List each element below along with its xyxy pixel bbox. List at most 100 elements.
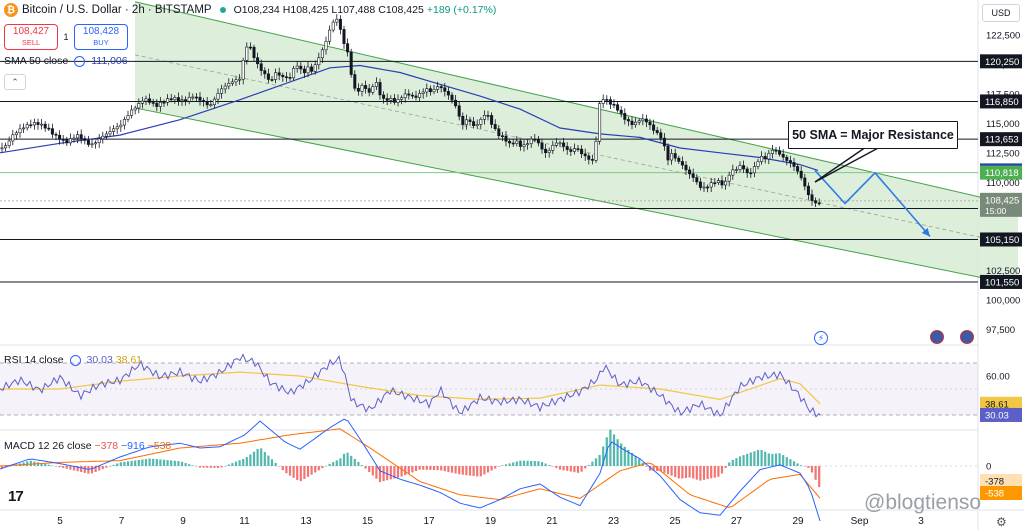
macd-histogram-bar	[630, 452, 634, 466]
lightning-event-icon[interactable]: ⚡	[814, 331, 828, 345]
macd-histogram-bar	[767, 453, 770, 466]
candle-body	[720, 180, 724, 186]
macd-histogram-bar	[533, 461, 536, 466]
macd-histogram-bar	[512, 462, 515, 466]
candle-body	[594, 140, 598, 161]
macd-histogram-bar	[65, 466, 68, 469]
gear-icon[interactable]: ⚙	[996, 515, 1007, 529]
macd-histogram-bar	[209, 466, 212, 468]
macd-histogram-bar	[188, 464, 191, 466]
candle-body	[702, 186, 706, 189]
us-flag-event-icon[interactable]	[930, 330, 944, 344]
candle-body	[544, 148, 548, 153]
candle-body	[511, 142, 515, 145]
macd-histogram-bar	[713, 466, 716, 478]
candle-body	[248, 46, 252, 49]
candle-body	[536, 139, 540, 144]
macd-histogram-bar	[116, 463, 119, 466]
macd-histogram-bar	[760, 449, 763, 466]
candle-body	[421, 91, 425, 94]
macd-histogram-bar	[569, 466, 572, 472]
macd-histogram-bar	[87, 466, 90, 474]
buy-button[interactable]: 108,428 BUY	[74, 24, 128, 50]
candle-body	[140, 100, 144, 104]
macd-histogram-bar	[778, 453, 781, 466]
candle-body	[547, 150, 551, 153]
candle-body	[184, 99, 188, 102]
candle-body	[79, 134, 83, 139]
candle-body	[724, 180, 728, 186]
macd-histogram-bar	[738, 456, 742, 466]
rsi-tick-label: 60.00	[986, 372, 1010, 383]
macd-histogram-bar	[134, 460, 137, 466]
candle-body	[763, 156, 767, 160]
macd-histogram-bar	[263, 451, 266, 466]
callout-pointer	[814, 146, 881, 183]
candle-body	[482, 115, 486, 120]
macd-histogram-bar	[256, 448, 259, 466]
candle-body	[662, 137, 666, 147]
candle-body	[731, 169, 735, 176]
candle-body	[612, 103, 616, 106]
time-tick-label: 29	[792, 516, 804, 527]
currency-selector[interactable]: USD	[982, 4, 1020, 22]
sell-button[interactable]: 108,427 SELL	[4, 24, 58, 50]
macd-histogram-bar	[558, 466, 562, 470]
macd-histogram-bar	[461, 466, 464, 475]
candle-body	[299, 65, 303, 70]
macd-legend-v2: −916	[121, 440, 145, 452]
candle-body	[551, 144, 555, 151]
macd-histogram-bar	[566, 466, 569, 471]
candle-body	[796, 166, 800, 172]
macd-histogram-bar	[450, 466, 454, 473]
macd-histogram-bar	[364, 466, 367, 469]
macd-histogram-bar	[26, 461, 29, 466]
candle-body	[526, 143, 530, 146]
rsi-legend[interactable]: RSI 14 close 30.03 38.61	[4, 354, 142, 366]
macd-histogram-bar	[792, 461, 796, 466]
candle-body	[493, 124, 497, 130]
candle-body	[439, 86, 443, 89]
macd-histogram-bar	[108, 466, 112, 467]
candle-body	[666, 145, 670, 161]
candle-body	[583, 153, 587, 157]
macd-histogram-bar	[440, 466, 443, 471]
macd-histogram-bar	[119, 462, 122, 466]
candle-body	[457, 105, 461, 117]
macd-histogram-bar	[443, 466, 446, 472]
price-tag	[980, 192, 1022, 217]
candle-body	[767, 153, 771, 160]
settings-icon[interactable]	[69, 354, 81, 366]
macd-histogram-bar	[479, 466, 482, 477]
candle-body	[446, 91, 450, 96]
candle-body	[36, 122, 40, 125]
candle-body	[328, 29, 332, 42]
candle-body	[115, 126, 119, 130]
candle-body	[220, 88, 224, 94]
settings-icon[interactable]	[74, 55, 86, 67]
macd-legend[interactable]: MACD 12 26 close −378 −916 −538	[4, 440, 171, 452]
candle-body	[608, 99, 612, 105]
macd-histogram-bar	[184, 462, 187, 466]
macd-histogram-bar	[620, 443, 623, 466]
candle-body	[216, 93, 220, 100]
rsi-value-tag	[980, 396, 1022, 411]
candle-body	[97, 138, 101, 144]
symbol-title[interactable]: Bitcoin / U.S. Dollar · 2h · BITSTAMP	[22, 4, 212, 16]
macd-histogram-bar	[72, 466, 76, 471]
candle-body	[486, 115, 490, 117]
candle-body	[7, 140, 11, 146]
macd-histogram-bar	[213, 466, 216, 468]
us-flag-event-icon[interactable]	[960, 330, 974, 344]
macd-histogram-bar	[94, 466, 97, 472]
candle-body	[187, 96, 191, 102]
candle-body	[677, 157, 681, 162]
annotation-callout[interactable]: 50 SMA = Major Resistance	[788, 121, 958, 149]
sma-legend[interactable]: SMA 50 close 111,006	[4, 55, 128, 67]
macd-histogram-bar	[411, 466, 414, 473]
macd-histogram-bar	[645, 466, 648, 467]
collapse-legend-button[interactable]: ⌃	[4, 74, 26, 90]
macd-histogram-bar	[141, 459, 144, 466]
sell-label: SELL	[21, 37, 41, 47]
